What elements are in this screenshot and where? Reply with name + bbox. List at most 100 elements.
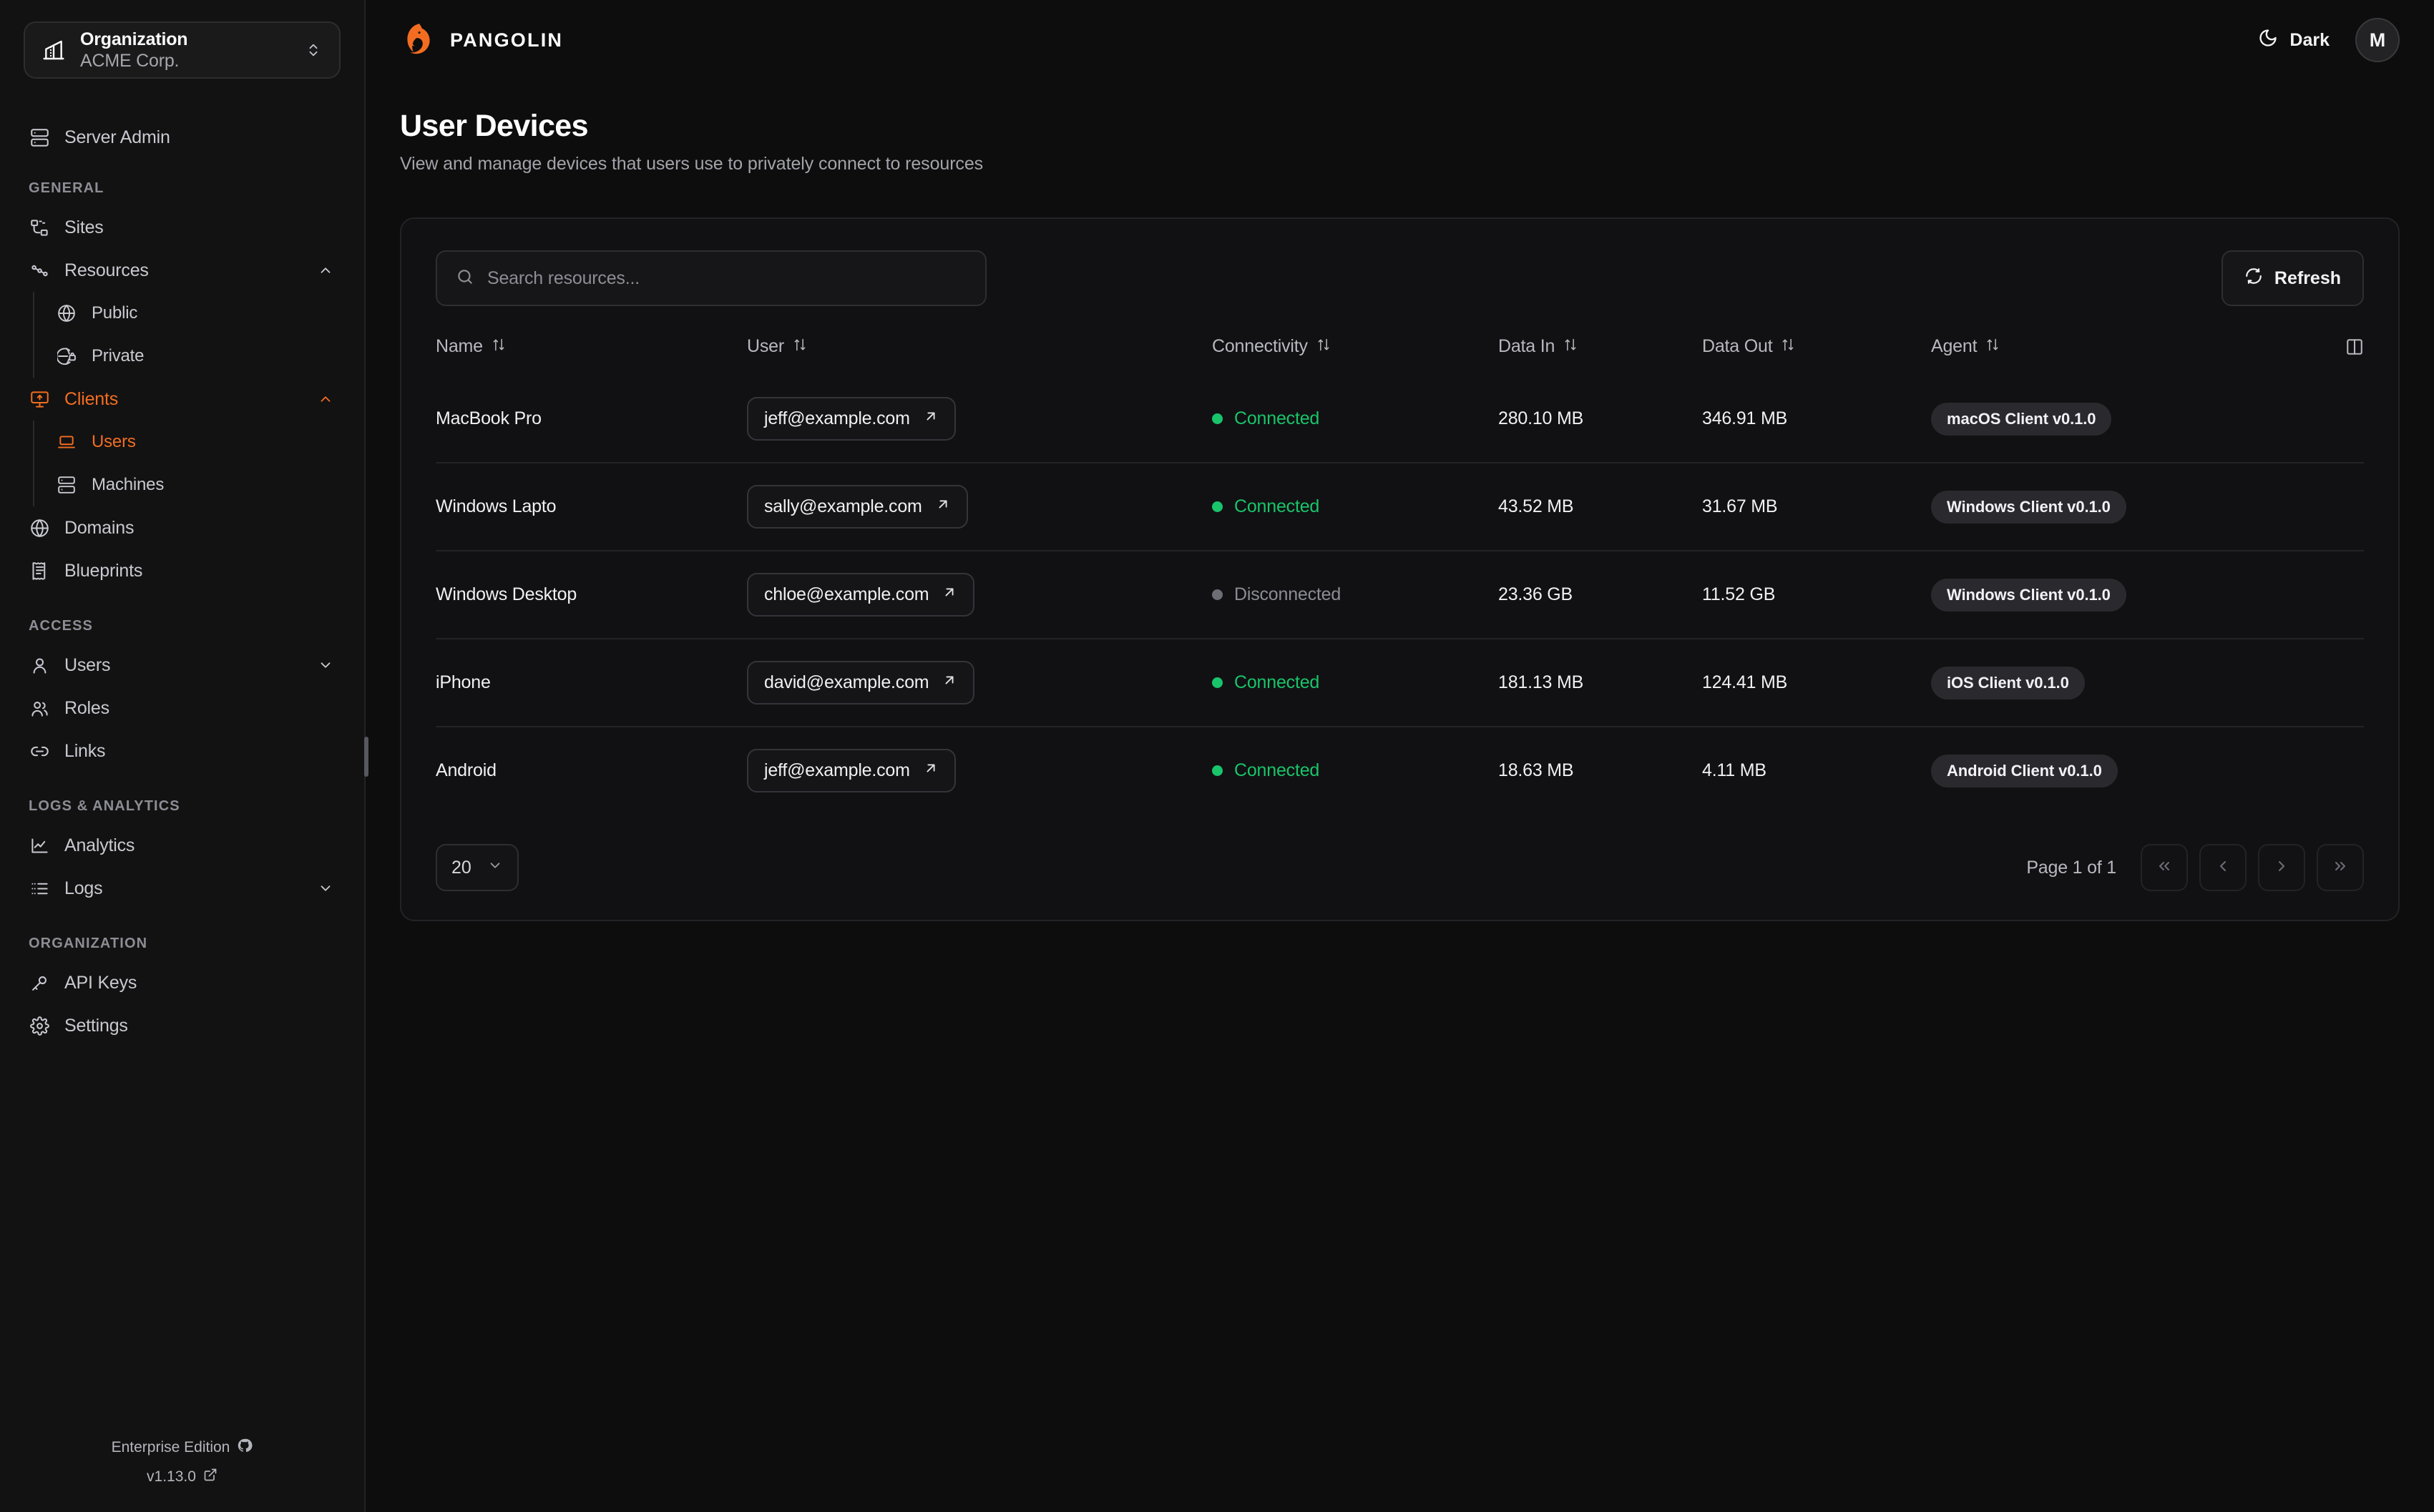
refresh-label: Refresh	[2274, 267, 2341, 288]
sidebar-item-label: Users	[64, 654, 111, 675]
page-title: User Devices	[400, 109, 589, 143]
version-link[interactable]: v1.13.0	[147, 1468, 218, 1486]
column-label: Data In	[1498, 336, 1555, 356]
refresh-button[interactable]: Refresh	[2221, 250, 2364, 306]
sort-arrows-icon	[1563, 336, 1578, 357]
avatar[interactable]: M	[2355, 18, 2400, 62]
column-label: Agent	[1931, 336, 1978, 356]
cell-device-name: iPhone	[436, 638, 747, 727]
sort-arrows-icon	[1985, 336, 2000, 357]
devices-table: Name User	[436, 336, 2364, 814]
sidebar-item-blueprints[interactable]: Blueprints	[17, 549, 347, 592]
cell-connectivity: Connected	[1212, 462, 1498, 551]
agent-badge: iOS Client v0.1.0	[1931, 666, 2085, 699]
edition-link[interactable]: Enterprise Edition	[112, 1438, 253, 1458]
column-header-data-in[interactable]: Data In	[1498, 336, 1702, 375]
previous-page-button[interactable]	[2199, 844, 2247, 891]
sidebar-item-label: Analytics	[64, 835, 135, 855]
column-header-data-out[interactable]: Data Out	[1702, 336, 1931, 375]
table-row[interactable]: iPhone david@example.com Connected	[436, 638, 2364, 727]
sidebar-item-label: Private	[92, 346, 145, 365]
column-header-user[interactable]: User	[747, 336, 1212, 375]
status-label: Connected	[1234, 672, 1320, 692]
cell-agent: Windows Client v0.1.0	[1931, 550, 2299, 639]
sidebar-item-roles[interactable]: Roles	[17, 687, 347, 730]
chevrons-left-icon	[2156, 858, 2173, 878]
sidebar-item-settings[interactable]: Settings	[17, 1004, 347, 1047]
agent-badge: Windows Client v0.1.0	[1931, 490, 2126, 524]
user-link-chip[interactable]: jeff@example.com	[747, 749, 956, 792]
status-badge: Connected	[1212, 496, 1319, 517]
chevron-down-icon[interactable]	[316, 878, 336, 898]
first-page-button[interactable]	[2141, 844, 2188, 891]
theme-toggle[interactable]: Dark	[2258, 28, 2330, 53]
search-input[interactable]	[487, 267, 967, 289]
sidebar-item-clients[interactable]: Clients	[17, 378, 347, 421]
sidebar-item-public[interactable]: Public	[44, 292, 347, 335]
page-size-select[interactable]: 20	[436, 844, 519, 891]
edition-label: Enterprise Edition	[111, 1439, 230, 1455]
pangolin-logo-icon	[400, 21, 437, 59]
server-icon	[56, 474, 77, 496]
org-switcher[interactable]: Organization ACME Corp.	[24, 21, 341, 79]
cell-data-in: 23.36 GB	[1498, 550, 1702, 639]
next-page-button[interactable]	[2258, 844, 2305, 891]
column-header-name[interactable]: Name	[436, 336, 747, 375]
cell-user: sally@example.com	[747, 462, 1212, 551]
chevron-up-icon[interactable]	[316, 260, 336, 280]
sidebar-scrollbar-thumb[interactable]	[364, 737, 368, 777]
user-link-chip[interactable]: chloe@example.com	[747, 573, 975, 617]
sidebar-item-domains[interactable]: Domains	[17, 506, 347, 549]
table-row[interactable]: Windows Lapto sally@example.com Connec	[436, 462, 2364, 551]
cell-actions	[2299, 375, 2364, 463]
sidebar-item-api-keys[interactable]: API Keys	[17, 961, 347, 1004]
column-header-actions[interactable]	[2299, 336, 2364, 375]
receipt-icon	[29, 560, 50, 581]
table-row[interactable]: MacBook Pro jeff@example.com Connected	[436, 375, 2364, 463]
sidebar-section-logs-analytics: LOGS & ANALYTICS	[29, 798, 180, 814]
table-row[interactable]: Windows Desktop chloe@example.com Disc	[436, 550, 2364, 639]
columns-toggle-icon[interactable]	[2299, 338, 2364, 356]
cell-data-in: 18.63 MB	[1498, 726, 1702, 814]
status-dot-icon	[1212, 413, 1223, 424]
agent-badge: Windows Client v0.1.0	[1931, 578, 2126, 612]
sidebar-item-label: Domains	[64, 517, 135, 538]
sidebar-item-server-admin[interactable]: Server Admin	[17, 116, 347, 159]
user-link-chip[interactable]: jeff@example.com	[747, 397, 956, 441]
sidebar-item-logs[interactable]: Logs	[17, 867, 347, 910]
sidebar-item-label: Logs	[64, 878, 103, 898]
external-link-icon	[203, 1468, 218, 1486]
sidebar-nav: Server Admin GENERAL Sites Resources	[0, 97, 364, 1438]
search-box[interactable]	[436, 250, 987, 306]
sidebar-item-sites[interactable]: Sites	[17, 206, 347, 249]
user-link-chip[interactable]: sally@example.com	[747, 485, 968, 529]
sidebar-item-analytics[interactable]: Analytics	[17, 824, 347, 867]
chevron-down-icon[interactable]	[316, 655, 336, 675]
topbar: PANGOLIN Dark M	[366, 0, 2434, 80]
server-icon	[29, 127, 50, 148]
sidebar-item-users-access[interactable]: Users	[17, 644, 347, 687]
laptop-icon	[56, 431, 77, 453]
column-label: Connectivity	[1212, 336, 1308, 356]
chevron-up-icon[interactable]	[316, 389, 336, 409]
building-icon	[41, 37, 67, 63]
table-row[interactable]: Android jeff@example.com Connected	[436, 726, 2364, 814]
sidebar-item-resources[interactable]: Resources	[17, 249, 347, 292]
sidebar-section-access: ACCESS	[29, 618, 93, 634]
sidebar: Organization ACME Corp. Server Admin GEN…	[0, 0, 368, 1512]
cell-data-out: 346.91 MB	[1702, 408, 1788, 428]
column-header-connectivity[interactable]: Connectivity	[1212, 336, 1498, 375]
column-header-agent[interactable]: Agent	[1931, 336, 2299, 375]
user-link-chip[interactable]: david@example.com	[747, 661, 975, 705]
sidebar-item-links[interactable]: Links	[17, 730, 347, 772]
table-body: MacBook Pro jeff@example.com Connected	[436, 375, 2364, 814]
sidebar-item-machines[interactable]: Machines	[44, 463, 347, 506]
main-content: PANGOLIN Dark M User Devices View and ma…	[366, 0, 2434, 1512]
sidebar-item-users-clients[interactable]: Users	[44, 421, 347, 463]
brand-logo[interactable]: PANGOLIN	[400, 21, 563, 59]
sidebar-item-label: Public	[92, 303, 138, 323]
last-page-button[interactable]	[2317, 844, 2364, 891]
cell-user: chloe@example.com	[747, 550, 1212, 639]
avatar-initial: M	[2369, 29, 2386, 51]
sidebar-item-private[interactable]: Private	[44, 335, 347, 378]
